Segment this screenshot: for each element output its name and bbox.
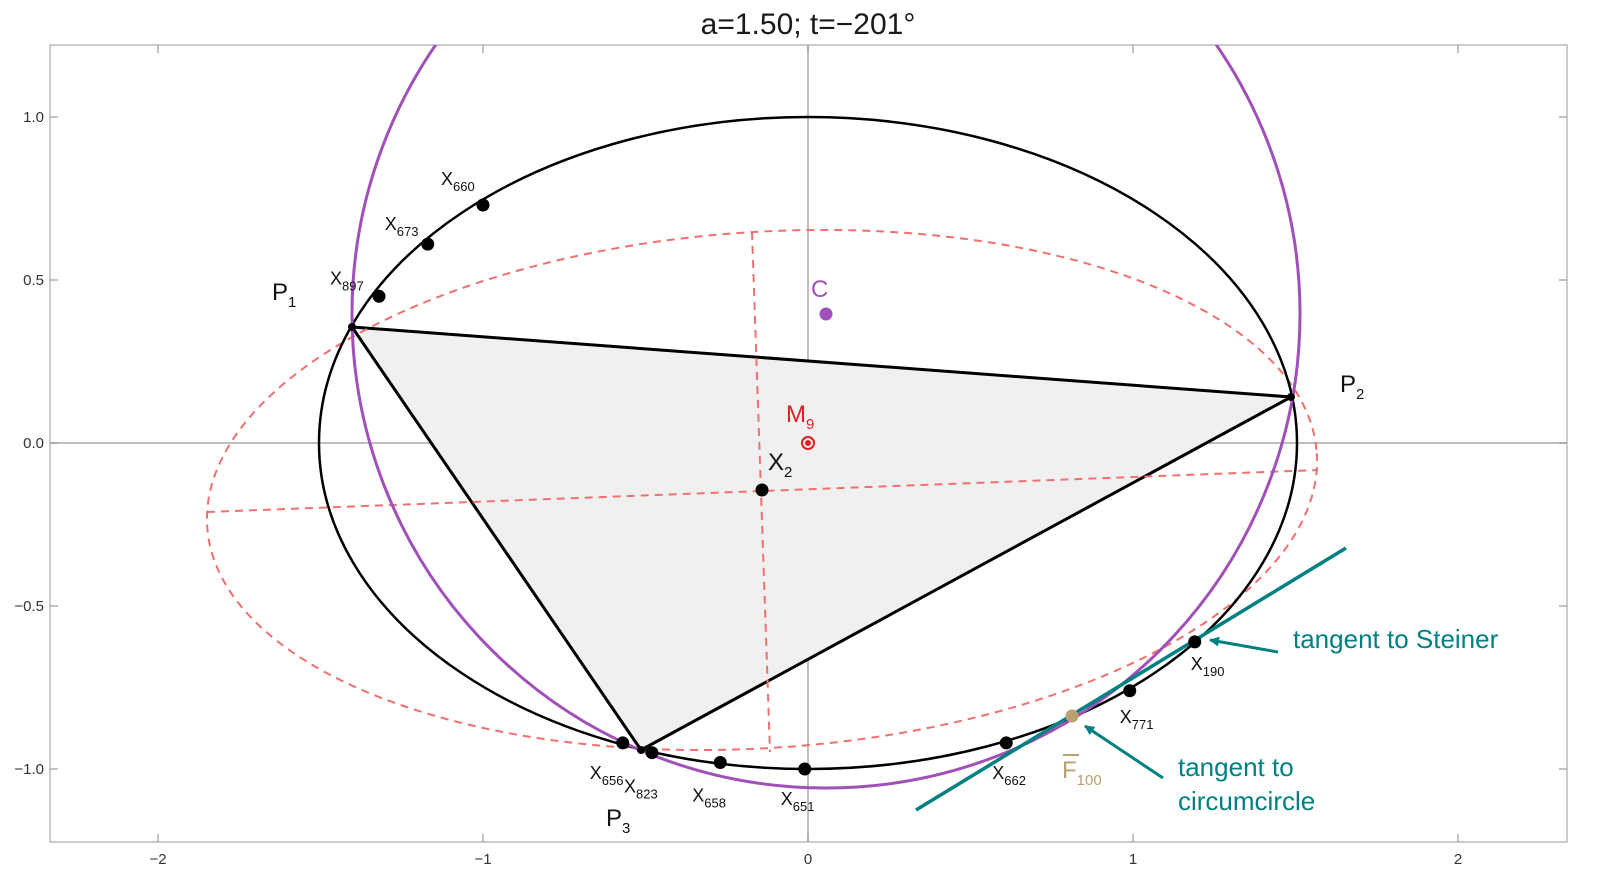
label-p1: P1 xyxy=(272,279,296,311)
point-m9-center xyxy=(805,440,811,446)
dashed-minor-axis xyxy=(751,231,771,753)
point-x658 xyxy=(713,755,727,769)
arrow-steiner xyxy=(1209,636,1279,654)
label-x658: X658 xyxy=(692,785,726,810)
label-x897: X897 xyxy=(330,268,364,293)
annotation-circumcircle-line1: tangent to xyxy=(1178,752,1294,782)
point-m9 xyxy=(801,436,815,450)
y-tick-label: 1.0 xyxy=(23,109,44,126)
label-x656: X656 xyxy=(590,763,624,788)
vertex-p1-dot xyxy=(348,323,356,331)
x-tick-label: 1 xyxy=(1129,851,1137,868)
x-tick-label: −1 xyxy=(474,851,491,868)
point-c xyxy=(819,307,833,321)
tangent-line xyxy=(915,546,1347,812)
point-x660 xyxy=(476,198,490,212)
point-x2 xyxy=(755,483,769,497)
point-x651 xyxy=(798,762,812,776)
triangle xyxy=(350,325,1293,752)
x-tick-label: 0 xyxy=(804,851,812,868)
label-x673: X673 xyxy=(385,214,419,239)
y-tick-label: 0.0 xyxy=(23,435,44,452)
label-m9: M9 xyxy=(786,401,814,433)
label-c: C xyxy=(811,276,828,303)
point-x897 xyxy=(372,289,386,303)
label-x660: X660 xyxy=(441,169,475,194)
tick-marks xyxy=(50,45,1567,842)
label-f100: F100 xyxy=(1062,754,1102,789)
y-tick-label: −0.5 xyxy=(14,598,44,615)
y-tick-label: 0.5 xyxy=(23,272,44,289)
label-x662: X662 xyxy=(992,763,1026,788)
svg-text:F100: F100 xyxy=(1062,757,1102,789)
annotation-circumcircle-line2: circumcircle xyxy=(1178,786,1315,816)
dashed-ellipse xyxy=(205,228,1319,752)
point-x771 xyxy=(1123,684,1137,698)
label-x2: X2 xyxy=(768,449,792,481)
y-tick-label: −1.0 xyxy=(14,761,44,778)
vertex-p2-dot xyxy=(1287,393,1295,401)
label-p2: P2 xyxy=(1340,371,1364,403)
label-p3: P3 xyxy=(606,805,630,837)
circumcircle xyxy=(350,45,1302,790)
vertex-p3-dot xyxy=(637,746,645,754)
point-x823 xyxy=(645,746,659,760)
annotation-steiner: tangent to Steiner xyxy=(1293,624,1499,654)
arrow-circumcircle xyxy=(1084,724,1164,780)
point-x673 xyxy=(421,237,435,251)
label-x190: X190 xyxy=(1191,654,1225,679)
chart-title: a=1.50; t=−201° xyxy=(701,8,916,41)
label-x823: X823 xyxy=(624,777,658,802)
point-x662 xyxy=(999,736,1013,750)
x-tick-label: 2 xyxy=(1454,851,1462,868)
x-tick-label: −2 xyxy=(149,851,166,868)
point-x190 xyxy=(1188,635,1202,649)
point-f100 xyxy=(1065,709,1079,723)
point-x656 xyxy=(616,736,630,750)
label-x651: X651 xyxy=(781,789,815,814)
label-x771: X771 xyxy=(1120,707,1154,732)
